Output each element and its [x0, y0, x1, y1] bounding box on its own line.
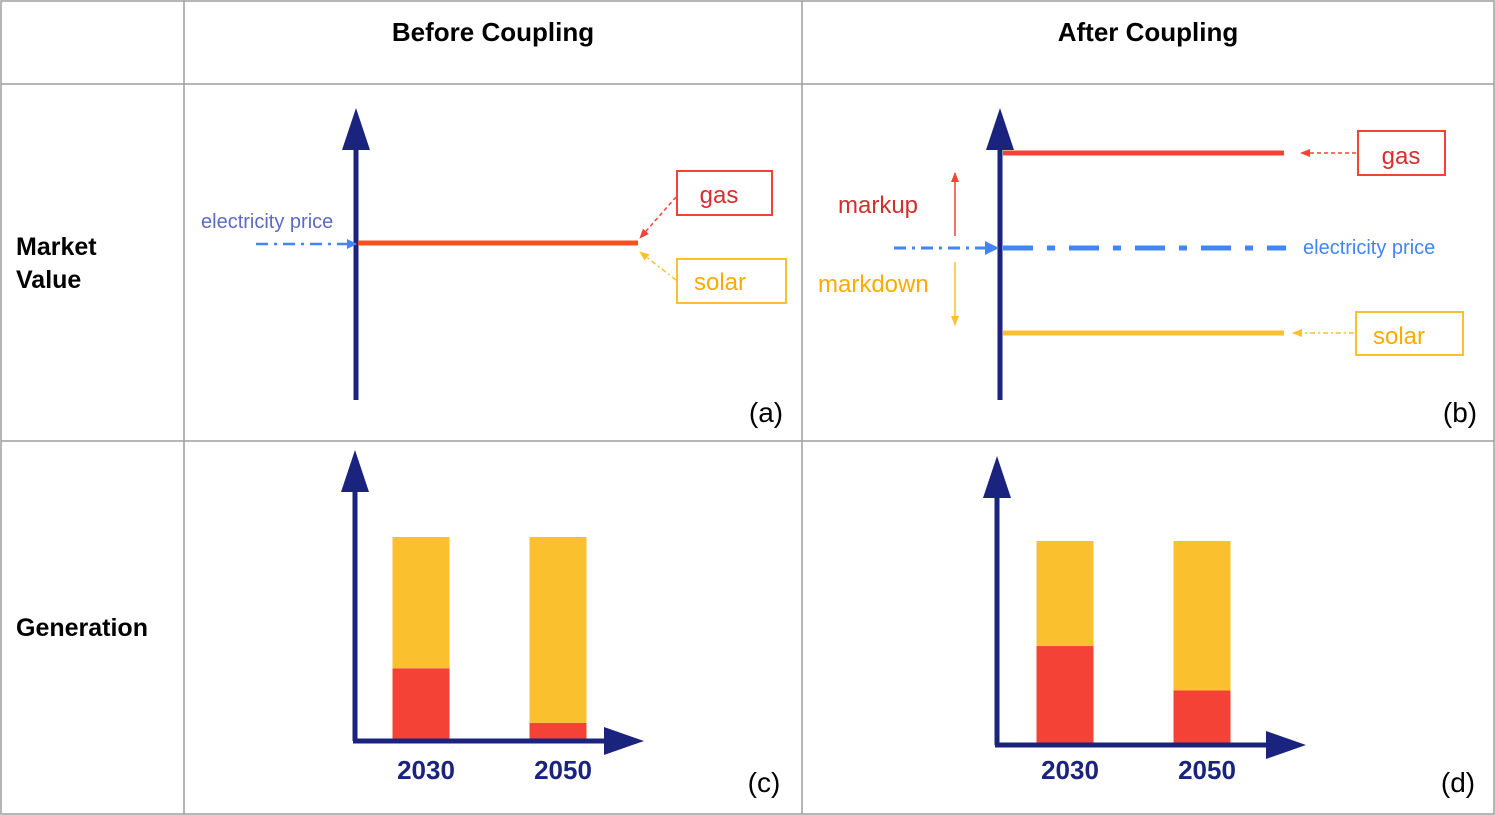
- row-label-market-value: Market Value: [16, 231, 176, 297]
- panel-a-solar-box: [676, 258, 787, 304]
- row-label-generation: Generation: [16, 614, 148, 642]
- panel-c-tick-label-2050: 2050: [534, 755, 592, 785]
- panel-b-gas-box: [1357, 130, 1446, 176]
- panel-b-gas-label: gas: [1382, 143, 1421, 170]
- panel-b-tag: (b): [1443, 397, 1477, 428]
- panel-c-bar-2030-gas: [392, 668, 450, 739]
- panel-a-tag: (a): [749, 397, 783, 428]
- panel-d-tick-label-2050: 2050: [1178, 755, 1236, 785]
- panel-a-solar-arrow: [639, 251, 677, 281]
- panel-b-markup-label: markup: [838, 192, 918, 219]
- panel-a-gas-box: [676, 170, 773, 216]
- panel-a-solar-label: solar: [694, 269, 746, 296]
- panel-d-bar-2050-solar: [1173, 541, 1231, 691]
- panel-c-bar-2050-gas: [529, 722, 587, 739]
- panel-d-bar-2050-gas: [1173, 690, 1231, 743]
- panel-d-y-axis-arrowhead: [983, 456, 1011, 498]
- panel-c-bar-2050-solar: [529, 537, 587, 723]
- panel-d-x-axis-arrowhead: [1266, 731, 1306, 759]
- panel-d-bar-2030-gas: [1036, 646, 1094, 743]
- panel-b-price-label: electricity price: [1303, 237, 1435, 259]
- row-label-market-value-text: Market Value: [16, 233, 97, 294]
- panel-c-bar-2030-solar: [392, 537, 450, 669]
- panel-c-tag: (c): [748, 767, 781, 798]
- panel-d-bar-2030-solar: [1036, 541, 1094, 647]
- panel-b-y-axis-arrowhead: [986, 108, 1014, 150]
- panel-d-tick-label-2030: 2030: [1041, 755, 1099, 785]
- panel-c-y-axis-arrowhead: [341, 450, 369, 492]
- panel-c-tick-label-2030: 2030: [397, 755, 455, 785]
- panel-c-x-axis-arrowhead: [604, 727, 644, 755]
- header-after-coupling: After Coupling: [1057, 17, 1239, 47]
- panel-b-solar-label: solar: [1373, 323, 1425, 350]
- panel-a-gas-arrow: [639, 196, 677, 239]
- panel-b-markdown-label: markdown: [818, 271, 929, 298]
- panel-b-solar-box: [1355, 311, 1464, 356]
- panel-a-price-label: electricity price: [201, 211, 333, 233]
- panel-a-y-axis-arrowhead: [342, 108, 370, 150]
- header-before-coupling: Before Coupling: [391, 17, 595, 47]
- panel-a-gas-label: gas: [700, 182, 739, 209]
- panel-d-tag: (d): [1441, 767, 1475, 798]
